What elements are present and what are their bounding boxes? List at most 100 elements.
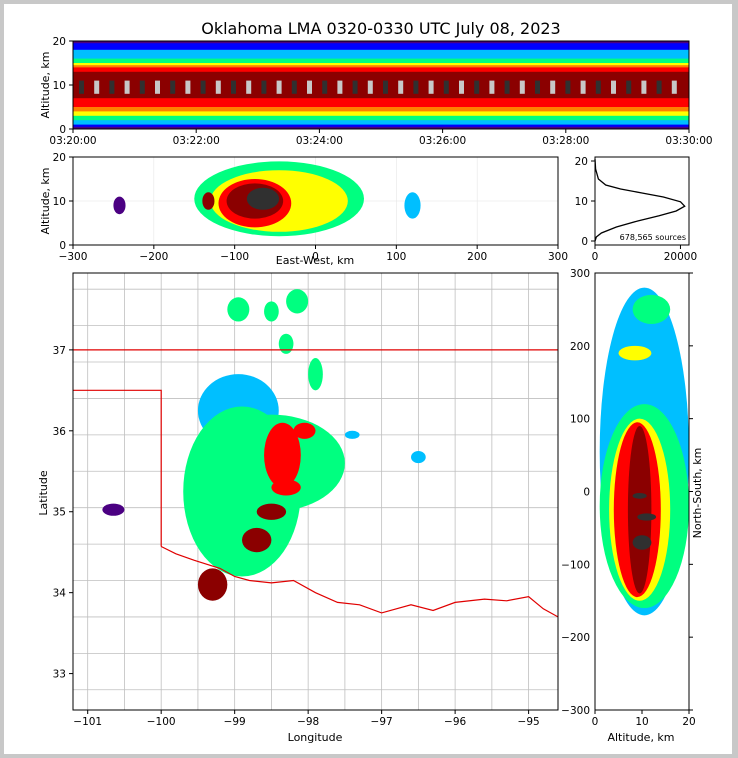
plan-view-density-cell [344, 430, 360, 439]
time-height-core-cell [231, 80, 236, 94]
time-height-xtick-label: 03:30:00 [665, 135, 712, 147]
plan-view-density-cell [278, 333, 294, 354]
plan-view-xtick-label: −101 [73, 716, 102, 728]
plan-view-density-cell [264, 301, 279, 322]
time-height-core-cell [626, 80, 632, 94]
altitude-north-south-xlabel: Altitude, km [607, 731, 674, 744]
east-west-altitude-xlabel: East-West, km [276, 254, 354, 267]
time-height-core-cell [367, 80, 373, 94]
plan-view-ytick-label: 37 [53, 345, 66, 357]
altitude-north-south-density-cell [618, 345, 652, 361]
altitude-histogram-ytick-label: 10 [575, 196, 588, 208]
time-height-ytick-label: 20 [53, 36, 66, 48]
east-west-altitude-ytick-label: 20 [53, 152, 66, 164]
altitude-north-south-ytick-label: −100 [561, 559, 590, 571]
east-west-altitude-panel: −300 −200 −100 0 100 200 300 0 10 20 East-West, km… [39, 152, 568, 267]
east-west-altitude-xtick-label: −100 [220, 251, 249, 263]
time-height-core-cell [611, 80, 616, 94]
east-west-altitude-xtick-label: 200 [467, 251, 487, 263]
plan-view-ytick-label: 34 [53, 588, 67, 600]
altitude-north-south-plot-area [599, 287, 689, 616]
time-height-ytick-label: 0 [59, 124, 66, 136]
panels-layer: 0 10 20 03:20:00 03:22:00 03:24:00 03:26:00 03:… [37, 36, 713, 744]
time-height-core-cell [170, 80, 176, 94]
time-height-core-cell [428, 80, 434, 94]
time-height-core-cell [291, 80, 297, 94]
plan-view-density-cell [293, 422, 316, 439]
time-height-core-cell [413, 80, 419, 94]
time-height-xtick-label: 03:26:00 [419, 135, 466, 147]
altitude-north-south-density-cell [632, 535, 652, 550]
plan-view-density-cell [197, 568, 228, 601]
plan-view-ytick-label: 36 [53, 426, 67, 438]
east-west-altitude-xtick-label: −200 [139, 251, 168, 263]
time-height-ylabel: Altitude, km [39, 51, 52, 118]
plan-view-xtick-label: −99 [224, 716, 246, 728]
time-height-core-cell [398, 80, 404, 94]
altitude-north-south-ytick-label: −200 [561, 632, 590, 644]
plan-view-xtick-label: −95 [518, 716, 540, 728]
plan-view-density-cell [286, 289, 309, 314]
figure-title: Oklahoma LMA 0320-0330 UTC July 08, 2023 [201, 19, 560, 38]
east-west-altitude-xtick-label: 100 [386, 251, 406, 263]
altitude-north-south-ytick-label: 100 [570, 414, 590, 426]
east-west-altitude-density-cell [404, 192, 421, 219]
time-height-plot-area [73, 41, 689, 129]
time-height-core-cell [459, 80, 464, 94]
plan-view-density-cell [227, 297, 250, 322]
time-height-core-cell [337, 80, 343, 94]
east-west-altitude-xtick-label: −300 [59, 251, 88, 263]
plan-view-xtick-label: −100 [147, 716, 176, 728]
time-height-core-cell [109, 80, 115, 94]
time-height-xtick-label: 03:28:00 [542, 135, 589, 147]
altitude-histogram-ytick-label: 0 [581, 236, 588, 248]
east-west-altitude-density-cell [246, 187, 280, 210]
time-height-core-cell [671, 80, 677, 94]
time-height-core-cell [595, 80, 601, 94]
east-west-altitude-density-cell [202, 192, 215, 210]
plan-view-xtick-label: −97 [371, 716, 393, 728]
time-height-core-cell [641, 80, 647, 94]
plan-view-density-cell [256, 503, 287, 520]
time-height-core-cell [535, 80, 540, 94]
plan-view-density-cell [102, 503, 125, 516]
plan-view-state-border [73, 389, 162, 547]
time-height-core-cell [656, 80, 662, 94]
time-height-panel: 0 10 20 03:20:00 03:22:00 03:24:00 03:26:00 03:… [39, 36, 713, 147]
plan-view-density-cell [411, 451, 426, 464]
plan-view-density-cell [308, 357, 323, 391]
time-height-xtick-label: 03:20:00 [49, 135, 96, 147]
plan-view-ytick-label: 35 [53, 507, 66, 519]
altitude-histogram-annotation: 678,565 sources [620, 233, 686, 242]
east-west-altitude-ylabel: Altitude, km [39, 167, 52, 234]
plan-view-density-cell [264, 422, 301, 488]
plan-view-state-border [160, 545, 558, 618]
altitude-north-south-density-cell [627, 425, 652, 594]
plan-view-density-cell [242, 527, 272, 553]
altitude-north-south-ylabel: North-South, km [691, 448, 704, 539]
plan-view-ytick-label: 33 [53, 669, 66, 681]
east-west-altitude-xtick-label: 300 [548, 251, 568, 263]
time-height-core-cell [443, 80, 449, 94]
time-height-core-cell [185, 80, 191, 94]
time-height-density-band [73, 71, 689, 99]
altitude-histogram-profile-line [594, 158, 686, 242]
altitude-north-south-ytick-label: −300 [561, 705, 590, 717]
altitude-north-south-density-cell [632, 492, 647, 499]
plan-view-panel: −101 −100 −99 −98 −97 −96 −95 33 34 35 36 37 Longitu… [37, 272, 559, 744]
time-height-core-cell [474, 80, 480, 94]
altitude-north-south-xtick-label: 20 [682, 716, 695, 728]
time-height-core-cell [261, 80, 267, 94]
altitude-north-south-density-cell [637, 513, 657, 521]
plan-view-xlabel: Longitude [288, 731, 343, 744]
lma-figure: Oklahoma LMA 0320-0330 UTC July 08, 2023… [37, 19, 713, 744]
time-height-core-cell [322, 80, 328, 94]
east-west-altitude-ytick-label: 0 [59, 240, 66, 252]
time-height-core-cell [94, 80, 100, 94]
time-height-core-cell [155, 80, 160, 94]
plan-view-ylabel: Latitude [37, 470, 50, 516]
altitude-north-south-xtick-label: 0 [592, 716, 599, 728]
east-west-altitude-ytick-label: 10 [53, 196, 66, 208]
altitude-north-south-ytick-label: 200 [570, 341, 590, 353]
time-height-core-cell [550, 80, 556, 94]
